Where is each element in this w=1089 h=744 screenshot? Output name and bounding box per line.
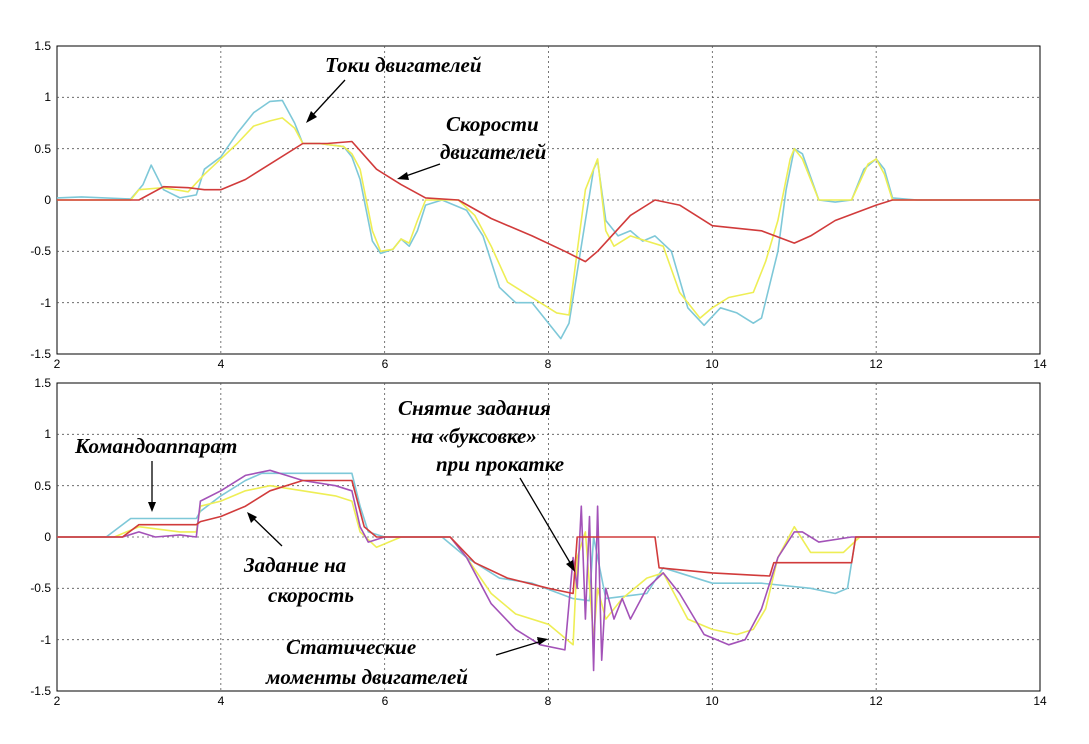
annotation-setpoint-removal-line1: Снятие задания <box>398 396 551 420</box>
bottom-y-tick-0-5: 0.5 <box>34 479 51 493</box>
annotation-motor-speeds-line1: Скорости <box>446 112 539 136</box>
top-x-tick-2: 2 <box>54 357 61 371</box>
top-annotations: Токи двигателей Скорости двигателей <box>306 53 546 180</box>
bottom-x-tick-8: 8 <box>545 694 552 708</box>
bottom-chart: 1.5 1 0.5 0 -0.5 -1 -1.5 2 4 6 8 10 12 1… <box>30 376 1047 708</box>
top-y-tick-0-5: 0.5 <box>34 142 51 156</box>
bottom-y-tick-neg-1-5: -1.5 <box>30 684 51 698</box>
bottom-y-tick-labels: 1.5 1 0.5 0 -0.5 -1 -1.5 <box>30 376 51 698</box>
bottom-y-tick-1: 1 <box>44 427 51 441</box>
bottom-x-tick-4: 4 <box>218 694 225 708</box>
arrow-motor-speeds <box>397 163 441 180</box>
bottom-series <box>57 469 1040 672</box>
bottom-series-line-1 <box>57 484 1040 646</box>
top-series-line-2 <box>57 140 1040 263</box>
annotation-static-torques-line1: Статические <box>286 635 416 659</box>
top-x-tick-6: 6 <box>382 357 389 371</box>
arrow-motor-currents <box>306 79 346 123</box>
bottom-x-tick-6: 6 <box>382 694 389 708</box>
annotation-setpoint-removal-line2: на «буксовке» <box>411 424 537 448</box>
top-y-tick-neg-1-5: -1.5 <box>30 347 51 361</box>
top-series-line-0 <box>56 99 1040 340</box>
top-y-tick-neg-1: -1 <box>40 296 51 310</box>
top-x-tick-12: 12 <box>869 357 883 371</box>
arrow-speed-setpoint <box>247 512 283 547</box>
bottom-x-tick-labels: 2 4 6 8 10 12 14 <box>54 694 1047 708</box>
bottom-y-tick-1-5: 1.5 <box>34 376 51 390</box>
annotation-static-torques-line2: моменты двигателей <box>265 665 468 689</box>
top-y-tick-labels: 1.5 1 0.5 0 -0.5 -1 -1.5 <box>30 39 51 361</box>
bottom-y-tick-0: 0 <box>44 530 51 544</box>
bottom-x-tick-2: 2 <box>54 694 61 708</box>
arrow-command-controller <box>148 461 156 512</box>
annotation-motor-speeds-line2: двигателей <box>440 140 546 164</box>
top-series <box>56 99 1040 340</box>
bottom-x-tick-14: 14 <box>1033 694 1047 708</box>
arrow-static-torques <box>495 637 548 656</box>
annotation-command-controller: Командоаппарат <box>74 434 237 458</box>
top-x-tick-14: 14 <box>1033 357 1047 371</box>
annotation-speed-setpoint-line1: Задание на <box>243 553 346 577</box>
arrow-setpoint-removal <box>519 477 575 572</box>
top-y-tick-1-5: 1.5 <box>34 39 51 53</box>
bottom-y-tick-neg-0-5: -0.5 <box>30 581 51 595</box>
top-grid <box>57 46 1040 354</box>
top-y-tick-neg-0-5: -0.5 <box>30 244 51 258</box>
bottom-annotations: Командоаппарат Задание на скорость Сняти… <box>74 396 575 689</box>
bottom-series-line-3 <box>57 479 1040 595</box>
top-y-tick-1: 1 <box>44 90 51 104</box>
top-x-tick-10: 10 <box>705 357 719 371</box>
annotation-speed-setpoint-line2: скорость <box>268 583 354 607</box>
top-series-line-1 <box>57 117 1040 319</box>
top-y-tick-0: 0 <box>44 193 51 207</box>
bottom-x-tick-12: 12 <box>869 694 883 708</box>
top-x-tick-4: 4 <box>218 357 225 371</box>
top-x-tick-8: 8 <box>545 357 552 371</box>
bottom-x-tick-10: 10 <box>705 694 719 708</box>
annotation-motor-currents: Токи двигателей <box>325 53 482 77</box>
annotation-setpoint-removal-line3: при прокатке <box>436 452 564 476</box>
bottom-y-tick-neg-1: -1 <box>40 633 51 647</box>
top-chart: 1.5 1 0.5 0 -0.5 -1 -1.5 2 4 6 8 10 12 1… <box>30 39 1047 371</box>
bottom-grid <box>57 383 1040 691</box>
top-x-tick-labels: 2 4 6 8 10 12 14 <box>54 357 1047 371</box>
